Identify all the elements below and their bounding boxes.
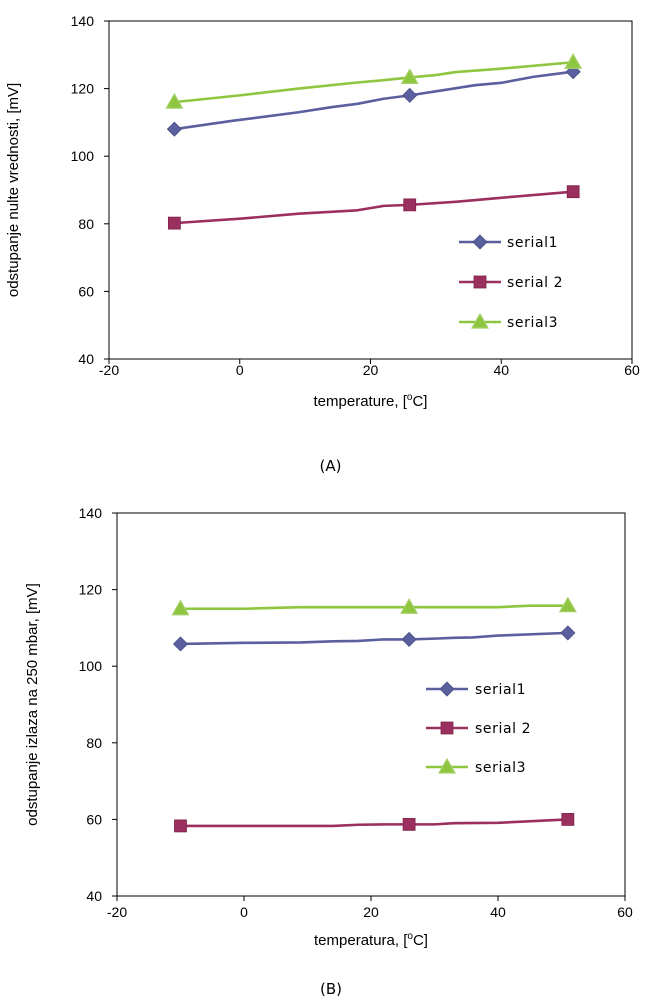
y-tick-label: 40: [78, 351, 94, 367]
data-point-serial2: [566, 185, 580, 199]
legend-label-serial2: serial 2: [507, 275, 563, 291]
data-point-serial3: [171, 599, 190, 616]
legend-marker-serial1: [472, 234, 488, 250]
x-tick-label: 20: [363, 362, 379, 378]
y-tick-label: 60: [86, 811, 102, 827]
x-axis-label-superscript: o: [407, 392, 413, 403]
data-point-serial2: [403, 198, 417, 212]
x-tick-label: 60: [617, 904, 633, 920]
y-tick-label: 120: [79, 582, 103, 598]
y-tick-label: 60: [78, 283, 94, 299]
data-point-serial3: [400, 598, 419, 614]
data-point-serial3: [165, 92, 184, 109]
y-tick-label: 120: [71, 81, 95, 97]
data-point-serial2: [167, 216, 181, 230]
data-point-serial2: [402, 817, 416, 831]
x-tick-label: 0: [240, 904, 248, 920]
legend-marker-serial3: [437, 757, 457, 774]
figure-caption: (B): [320, 980, 342, 998]
plot-area: [116, 512, 626, 897]
x-tick-label: 0: [236, 362, 244, 378]
x-axis-label-text: temperatura, [: [314, 932, 408, 949]
x-axis-label-unit: C]: [412, 393, 427, 410]
series-line-serial1: [174, 70, 574, 131]
data-point-serial1: [172, 636, 189, 652]
data-point-serial3: [558, 596, 577, 613]
legend-marker-serial3: [470, 312, 490, 329]
x-axis-label: temperature, [oC]: [314, 392, 428, 410]
legend-marker-serial1: [439, 681, 455, 697]
series-line-serial3: [180, 604, 568, 611]
data-point-serial1: [402, 87, 418, 103]
legend-marker-serial2: [473, 275, 487, 289]
data-point-serial2: [174, 819, 187, 833]
legend-label-serial3: serial3: [475, 760, 526, 776]
legend-label-serial2: serial 2: [475, 721, 531, 737]
legend-label-serial1: serial1: [475, 682, 526, 698]
y-axis-label: odstupanje izlaza na 250 mbar, [mV]: [24, 583, 41, 826]
series-line-serial1: [180, 631, 568, 646]
data-point-serial2: [561, 813, 575, 826]
x-axis-label-unit: C]: [413, 932, 428, 949]
y-axis-label: odstupanje nulte vrednosti, [mV]: [5, 83, 22, 297]
plot-area: [108, 20, 633, 360]
x-axis-label-superscript: o: [407, 931, 413, 942]
series-line-serial2: [174, 190, 574, 225]
y-tick-label: 100: [79, 658, 103, 674]
legend-label-serial3: serial3: [507, 315, 558, 331]
data-point-serial1: [560, 625, 576, 641]
legend-label-serial1: serial1: [507, 235, 558, 251]
series-line-serial2: [180, 818, 568, 828]
data-point-serial1: [401, 631, 417, 647]
figure-caption: (A): [320, 457, 342, 475]
x-tick-label: -20: [107, 904, 127, 920]
data-point-serial3: [400, 68, 419, 85]
x-tick-label: -20: [99, 362, 119, 378]
y-tick-label: 40: [86, 888, 102, 904]
x-tick-label: 60: [624, 362, 640, 378]
series-line-serial3: [174, 60, 574, 104]
legend-marker-serial2: [440, 721, 454, 735]
x-axis-label: temperatura, [oC]: [314, 931, 428, 949]
data-point-serial3: [564, 53, 583, 69]
x-tick-label: 20: [363, 904, 379, 920]
y-tick-label: 140: [71, 13, 95, 29]
x-tick-label: 40: [490, 904, 506, 920]
y-tick-label: 80: [86, 735, 102, 751]
y-tick-label: 100: [71, 148, 95, 164]
x-tick-label: 40: [493, 362, 509, 378]
data-point-serial1: [166, 121, 182, 137]
y-tick-label: 140: [79, 505, 103, 521]
y-tick-label: 80: [78, 216, 94, 232]
x-axis-label-text: temperature, [: [314, 393, 408, 410]
